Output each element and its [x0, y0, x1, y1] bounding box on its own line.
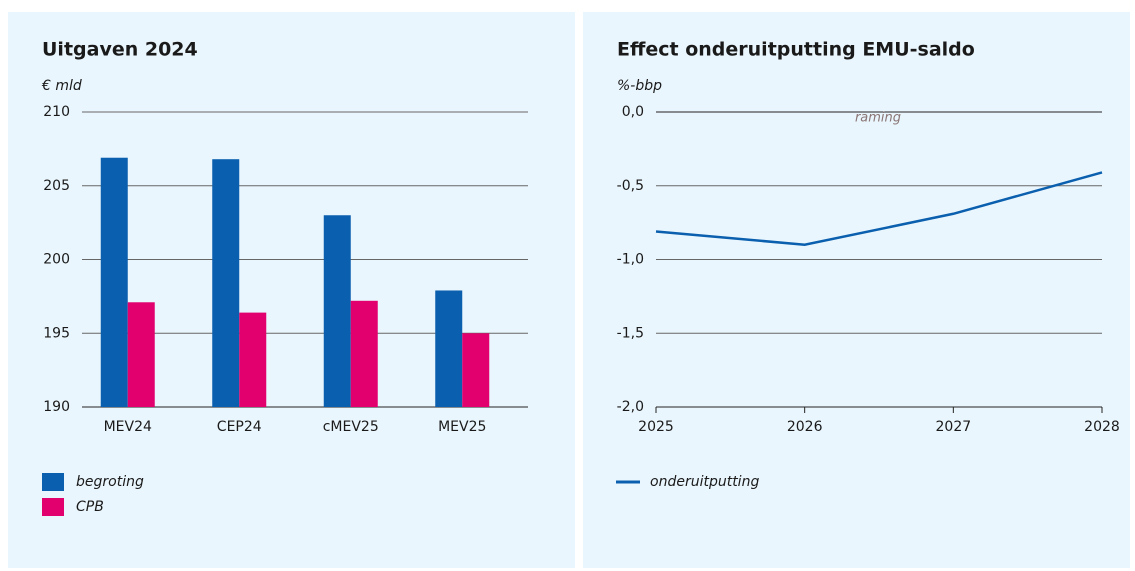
- y-axis-label: %-bbp: [617, 78, 662, 94]
- legend-swatch: [42, 498, 64, 516]
- bar: [212, 159, 240, 407]
- y-tick-label: -2,0: [617, 399, 644, 415]
- x-tick-label: CEP24: [217, 419, 262, 435]
- y-tick-label: 190: [43, 399, 70, 415]
- x-tick-label: MEV25: [438, 419, 486, 435]
- bar: [435, 290, 463, 407]
- x-tick-label: 2026: [787, 419, 823, 435]
- y-tick-label: 200: [43, 252, 70, 268]
- chart-title: Effect onderuitputting EMU-saldo: [617, 39, 975, 61]
- legend-swatch: [42, 473, 64, 491]
- y-tick-label: -1,0: [617, 252, 644, 268]
- x-tick-label: 2025: [638, 419, 674, 435]
- bar: [350, 300, 378, 407]
- legend-label: CPB: [76, 499, 104, 515]
- bar: [462, 333, 490, 407]
- bar: [100, 157, 128, 407]
- y-tick-label: 0,0: [622, 104, 644, 120]
- line: [655, 171, 1103, 247]
- x-tick-label: 2028: [1084, 419, 1120, 435]
- chart-title: Uitgaven 2024: [42, 39, 198, 61]
- x-tick-label: MEV24: [104, 419, 152, 435]
- bar: [127, 302, 155, 407]
- y-tick-label: -1,5: [617, 325, 644, 341]
- y-tick-label: 195: [43, 325, 70, 341]
- panel: [583, 12, 1130, 568]
- y-tick-label: -0,5: [617, 178, 644, 194]
- y-tick-label: 205: [43, 178, 70, 194]
- x-tick-label: 2027: [936, 419, 972, 435]
- y-axis-label: € mld: [41, 78, 82, 94]
- bar: [323, 215, 351, 407]
- legend-label: begroting: [76, 474, 144, 490]
- bar: [239, 312, 267, 407]
- annotation: raming: [855, 111, 901, 126]
- x-tick-label: cMEV25: [323, 419, 379, 435]
- legend-label: onderuitputting: [650, 474, 759, 490]
- y-tick-label: 210: [43, 104, 70, 120]
